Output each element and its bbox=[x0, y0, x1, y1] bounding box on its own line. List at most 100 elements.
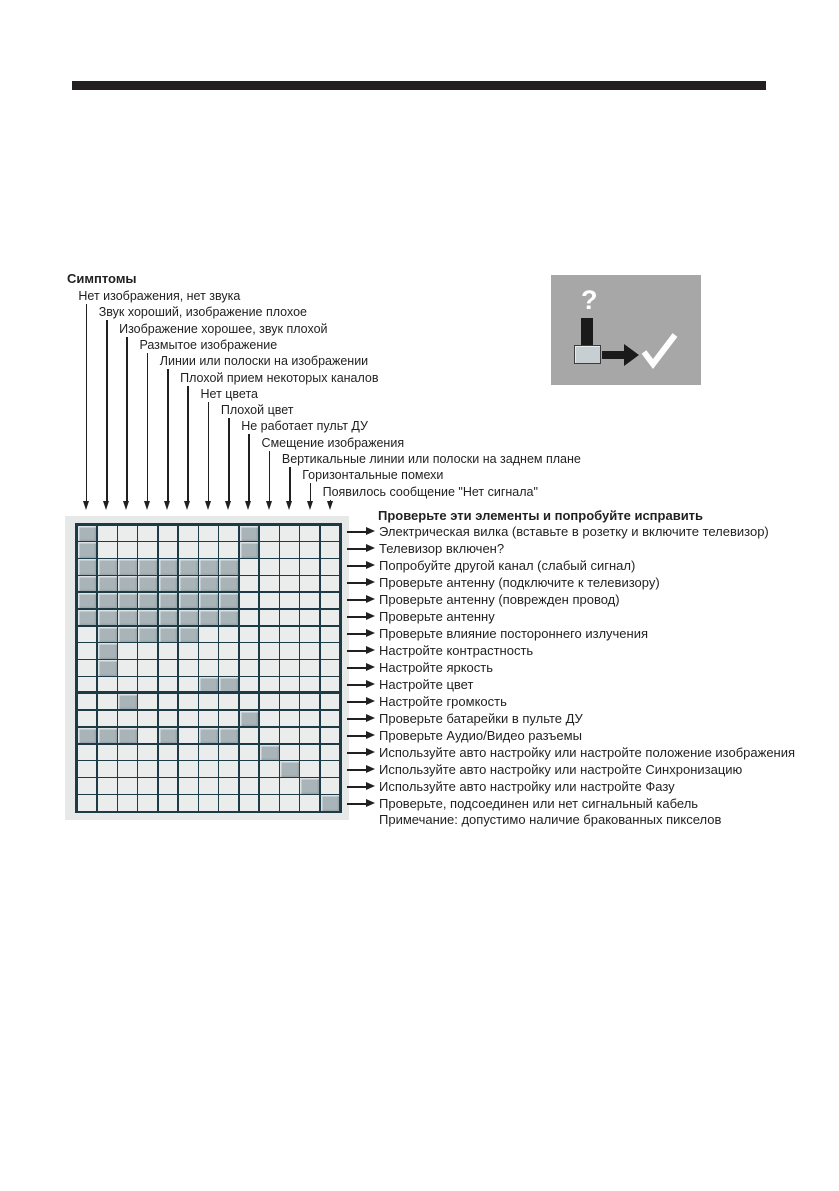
arrow-down-icon bbox=[164, 501, 171, 510]
remedy-label: Проверьте антенну (подключите к телевизо… bbox=[379, 574, 660, 590]
matrix-cell bbox=[178, 525, 198, 541]
matrix-cell bbox=[178, 609, 198, 626]
matrix-cell bbox=[199, 542, 218, 558]
matrix-cell bbox=[259, 778, 279, 794]
remedy-label: Попробуйте другой канал (слабый сигнал) bbox=[379, 557, 636, 573]
matrix-cell bbox=[158, 795, 178, 811]
matrix-cell bbox=[219, 710, 239, 727]
matrix-cell bbox=[280, 626, 299, 642]
matrix-cell bbox=[97, 761, 117, 777]
matrix-cell bbox=[219, 609, 239, 626]
matrix-cell bbox=[239, 525, 259, 541]
matrix-cell bbox=[199, 559, 218, 575]
matrix-cell bbox=[219, 626, 239, 642]
matrix-cell bbox=[77, 710, 97, 727]
matrix-cell bbox=[320, 677, 340, 693]
matrix-cell bbox=[199, 778, 218, 794]
matrix-cell bbox=[118, 744, 137, 760]
matrix-cell bbox=[138, 576, 158, 592]
matrix-cell bbox=[97, 559, 117, 575]
remedy-arrow-icon bbox=[347, 751, 368, 754]
remedy-label: Настройте цвет bbox=[379, 676, 474, 692]
matrix-cell bbox=[118, 609, 137, 626]
matrix-cell bbox=[158, 525, 178, 541]
matrix-cell bbox=[158, 677, 178, 693]
matrix-cell bbox=[259, 643, 279, 659]
matrix-cell bbox=[178, 626, 198, 642]
matrix-cell bbox=[199, 795, 218, 811]
matrix-cell bbox=[178, 744, 198, 760]
matrix-cell bbox=[280, 710, 299, 727]
remedy-arrow-head-icon bbox=[366, 748, 375, 756]
remedy-arrow-icon bbox=[347, 615, 368, 618]
remedy-arrow-icon bbox=[347, 581, 368, 584]
matrix-cell bbox=[97, 694, 117, 710]
matrix-cell bbox=[259, 710, 279, 727]
matrix-cell bbox=[77, 542, 97, 558]
matrix-section-divider bbox=[75, 691, 342, 694]
matrix-cell bbox=[280, 795, 299, 811]
symptom-pointer-line bbox=[248, 434, 250, 501]
matrix-cell bbox=[320, 694, 340, 710]
symptom-label: Не работает пульт ДУ bbox=[241, 419, 368, 434]
matrix-cell bbox=[97, 744, 117, 760]
matrix-cell bbox=[219, 559, 239, 575]
symptom-label: Плохой прием некоторых каналов bbox=[180, 370, 379, 385]
remedy-label: Проверьте антенну bbox=[379, 608, 495, 624]
remedy-arrow-icon bbox=[347, 717, 368, 720]
matrix-cell bbox=[300, 559, 320, 575]
matrix-cell bbox=[280, 542, 299, 558]
matrix-cell bbox=[97, 727, 117, 744]
matrix-cell bbox=[259, 727, 279, 744]
matrix-cell bbox=[178, 795, 198, 811]
matrix-cell bbox=[259, 660, 279, 676]
remedy-arrow-head-icon bbox=[366, 782, 375, 790]
remedy-label: Проверьте антенну (поврежден провод) bbox=[379, 591, 620, 607]
matrix-cell bbox=[239, 744, 259, 760]
matrix-cell bbox=[280, 525, 299, 541]
matrix-cell bbox=[239, 795, 259, 811]
matrix-cell bbox=[138, 643, 158, 659]
symptom-pointer-line bbox=[289, 467, 291, 501]
matrix-cell bbox=[158, 542, 178, 558]
matrix-cell bbox=[158, 744, 178, 760]
matrix-cell bbox=[300, 576, 320, 592]
matrix-cell bbox=[118, 626, 137, 642]
matrix-cell bbox=[320, 727, 340, 744]
matrix-cell bbox=[320, 660, 340, 676]
arrow-down-icon bbox=[326, 501, 333, 510]
matrix-cell bbox=[77, 694, 97, 710]
matrix-cell bbox=[219, 744, 239, 760]
symptoms-title: Симптомы bbox=[67, 271, 137, 286]
matrix-cell bbox=[97, 710, 117, 727]
matrix-cell bbox=[158, 660, 178, 676]
matrix-cell bbox=[219, 592, 239, 609]
matrix-cell bbox=[320, 525, 340, 541]
matrix-cell bbox=[138, 525, 158, 541]
matrix-cell bbox=[158, 576, 178, 592]
symptom-label: Размытое изображение bbox=[139, 337, 278, 352]
matrix-cell bbox=[77, 559, 97, 575]
remedy-arrow-head-icon bbox=[366, 595, 375, 603]
matrix-cell bbox=[118, 761, 137, 777]
matrix-cell bbox=[239, 677, 259, 693]
matrix-cell bbox=[300, 542, 320, 558]
remedy-arrow-icon bbox=[347, 649, 368, 652]
matrix-cell bbox=[239, 592, 259, 609]
matrix-cell bbox=[280, 727, 299, 744]
matrix-cell bbox=[320, 795, 340, 811]
remedy-label: Используйте авто настройку или настройте… bbox=[379, 778, 675, 794]
matrix-cell bbox=[300, 778, 320, 794]
remedy-arrow-head-icon bbox=[366, 799, 375, 807]
symptom-label: Звук хороший, изображение плохое bbox=[98, 305, 308, 320]
matrix-cell bbox=[77, 609, 97, 626]
matrix-cell bbox=[219, 576, 239, 592]
remedy-arrow-icon bbox=[347, 700, 368, 703]
matrix-cell bbox=[118, 710, 137, 727]
matrix-cell bbox=[118, 592, 137, 609]
symptom-label: Горизонтальные помехи bbox=[302, 468, 444, 483]
matrix-cell bbox=[138, 592, 158, 609]
troubleshooting-help-icon-box: ? bbox=[551, 275, 701, 385]
matrix-cell bbox=[280, 761, 299, 777]
matrix-cell bbox=[300, 525, 320, 541]
